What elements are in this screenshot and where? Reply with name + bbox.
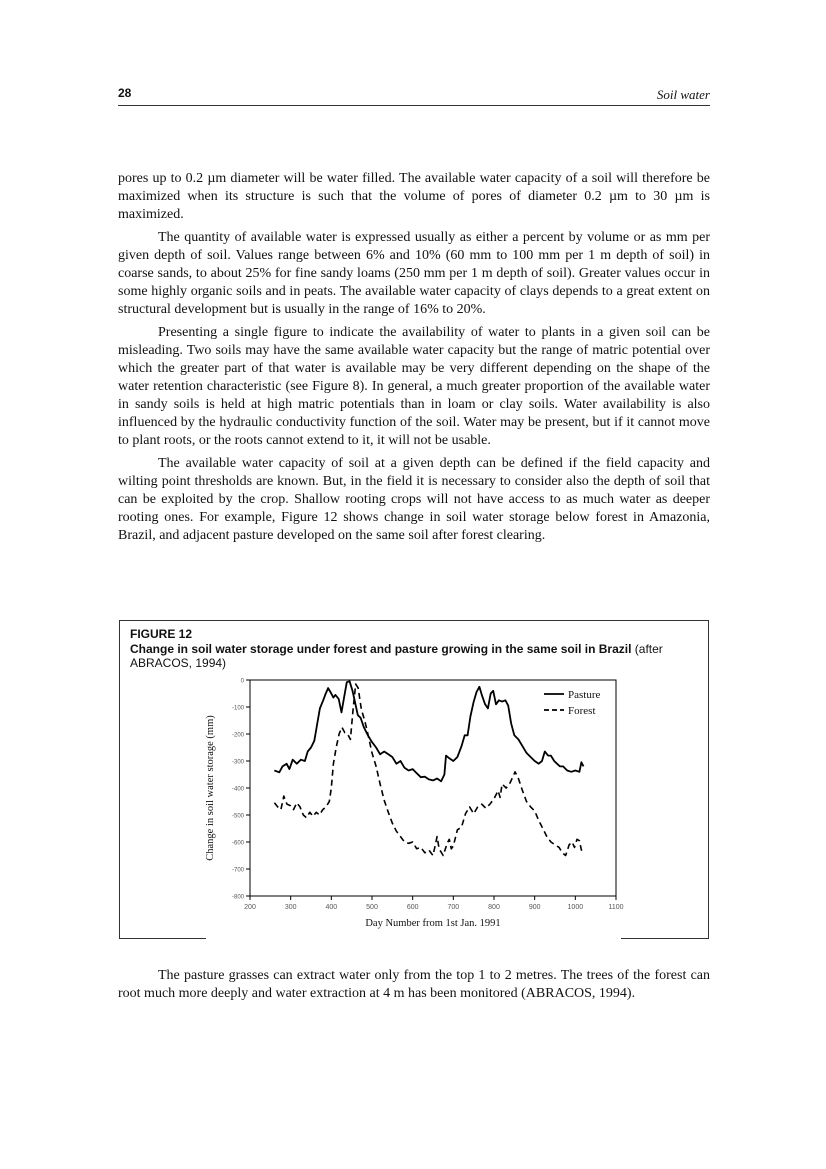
running-title: Soil water bbox=[656, 87, 710, 102]
legend-label-forest: Forest bbox=[568, 705, 596, 717]
paragraph: The available water capacity of soil at … bbox=[118, 456, 710, 543]
soil-water-chart: 200 300 400 500 600 700 800 900 1000 1100 0 -100 -20… bbox=[205, 679, 624, 930]
y-tick-label: -700 bbox=[232, 868, 245, 874]
y-tick-label: 0 bbox=[241, 679, 245, 685]
paragraph: The quantity of available water is expre… bbox=[118, 230, 710, 317]
series-line-forest bbox=[273, 683, 585, 857]
figure-caption: Change in soil water storage under fores… bbox=[130, 642, 705, 670]
figure-frame-gap bbox=[206, 936, 621, 944]
x-tick-label: 1000 bbox=[568, 904, 584, 911]
header-rule bbox=[118, 105, 710, 106]
after-figure-text: The pasture grasses can extract water on… bbox=[118, 967, 710, 1003]
x-tick-label: 800 bbox=[488, 904, 500, 911]
y-tick-label: -300 bbox=[232, 760, 245, 766]
x-tick-label: 600 bbox=[407, 904, 419, 911]
figure-number: FIGURE 12 bbox=[130, 627, 193, 641]
plot-frame bbox=[249, 679, 617, 897]
x-tick-label: 200 bbox=[244, 904, 256, 911]
x-tick-label: 700 bbox=[447, 904, 459, 911]
series-line-pasture bbox=[274, 680, 585, 783]
legend-label-pasture: Pasture bbox=[568, 689, 601, 701]
y-tick-label: -800 bbox=[232, 895, 245, 901]
paragraph: The pasture grasses can extract water on… bbox=[118, 968, 710, 1001]
y-tick-label: -400 bbox=[232, 787, 245, 793]
x-tick-label: 500 bbox=[366, 904, 378, 911]
figure-caption-source: (after ABRACOS, 1994) bbox=[130, 642, 663, 670]
page-number: 28 bbox=[118, 86, 132, 100]
x-tick-label: 1100 bbox=[608, 904, 623, 911]
paragraph: pores up to 0.2 µm diameter will be wate… bbox=[118, 171, 710, 222]
y-tick-label: -600 bbox=[232, 841, 245, 847]
y-axis-label: Change in soil water storage (mm) bbox=[205, 715, 216, 861]
paragraph: Presenting a single figure to indicate t… bbox=[118, 325, 710, 448]
y-tick-label: -500 bbox=[232, 814, 245, 820]
y-tick-label: -100 bbox=[232, 706, 245, 712]
x-tick-label: 900 bbox=[529, 904, 541, 911]
x-tick-label: 400 bbox=[325, 904, 337, 911]
figure-caption-title: Change in soil water storage under fores… bbox=[130, 642, 632, 656]
x-axis-label: Day Number from 1st Jan. 1991 bbox=[365, 918, 500, 929]
y-tick-label: -200 bbox=[232, 733, 245, 739]
body-text: pores up to 0.2 µm diameter will be wate… bbox=[118, 170, 710, 550]
x-tick-label: 300 bbox=[285, 904, 297, 911]
